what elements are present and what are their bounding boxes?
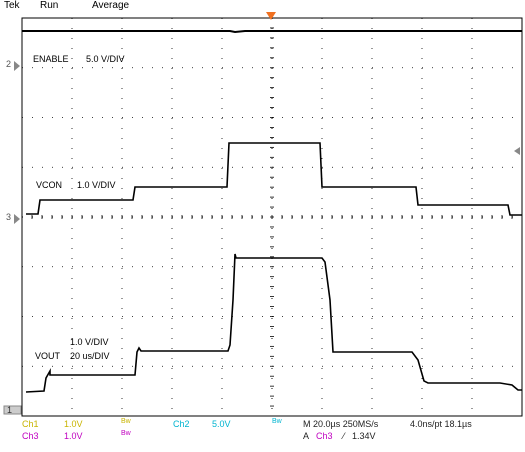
enable-label: ENABLE <box>33 54 69 64</box>
graticule-grid <box>21 17 523 417</box>
ch1-marker: 1 <box>7 405 13 415</box>
timebase-readout: M 20.0µs 250MS/s <box>303 419 379 429</box>
ch2-bandwidth-limit: Bw <box>272 418 282 425</box>
run-state: Run <box>40 0 59 11</box>
trigger-position-icon <box>266 12 276 20</box>
trigger-prefix: A <box>303 431 310 441</box>
enable-trace <box>22 30 522 34</box>
ch1-scale: 1.0V <box>64 419 83 429</box>
ch1-name: Ch1 <box>22 419 39 429</box>
ch2-name: Ch2 <box>173 419 190 429</box>
trigger-source: Ch3 <box>316 431 333 441</box>
ch2-scale: 5.0V <box>212 419 231 429</box>
ch1-bandwidth-limit: Bw <box>121 418 131 425</box>
ch1-ground-marker-box <box>3 405 22 415</box>
vcon-trace <box>26 142 522 216</box>
vout-time-label: 20 us/DIV <box>70 351 110 361</box>
ch3-bandwidth-limit: Bw <box>121 430 131 437</box>
vout-label: VOUT <box>35 351 61 361</box>
ch3-name: Ch3 <box>22 431 39 441</box>
ch2-marker: 2 <box>6 59 12 69</box>
vcon-label: VCON <box>36 180 63 190</box>
trigger-slope-icon: ⁄ <box>343 431 345 441</box>
acquisition-mode: Average <box>92 0 130 11</box>
vcon-scale-label: 1.0 V/DIV <box>77 180 116 190</box>
ch3-scale: 1.0V <box>64 431 83 441</box>
vout-scale-label: 1.0 V/DIV <box>70 337 109 347</box>
enable-scale-label: 5.0 V/DIV <box>86 54 125 64</box>
trigger-level-icon <box>514 147 520 155</box>
ch3-marker-arrow-icon <box>14 214 20 224</box>
ch2-marker-arrow-icon <box>14 61 20 71</box>
vout-trace <box>25 253 522 393</box>
ch3-marker: 3 <box>6 212 12 222</box>
trigger-level-readout: 1.34V <box>352 431 376 441</box>
brand-label: Tek <box>4 0 20 11</box>
resolution-readout: 4.0ns/pt 18.1µs <box>410 419 472 429</box>
